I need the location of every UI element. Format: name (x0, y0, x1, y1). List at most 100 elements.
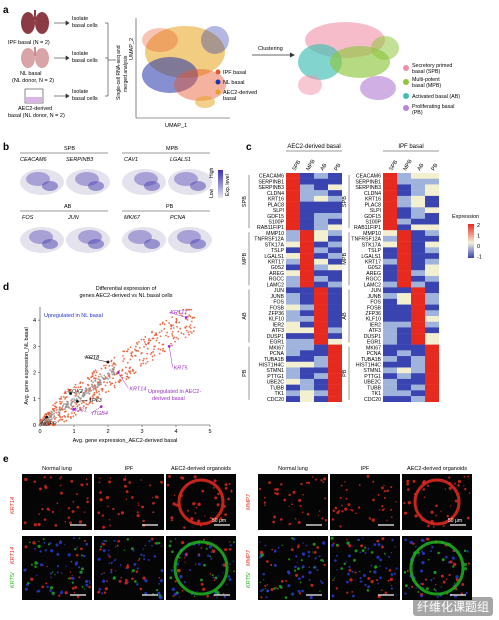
heatmap-cell (411, 327, 425, 334)
heatmap-cell (397, 173, 411, 179)
svg-text:basal (MPB): basal (MPB) (412, 83, 441, 89)
micrograph-signal (348, 568, 352, 572)
scatter-point-ns (63, 403, 65, 406)
scatter-point (150, 351, 153, 354)
heatmap-cell (314, 184, 328, 191)
micrographs: Normal lung IPF AEC2-derived organoids Norm… (10, 466, 472, 600)
micrograph-signal (429, 550, 432, 553)
micrograph-signal (148, 539, 151, 543)
micrograph-signal (173, 494, 176, 496)
scatter-point (140, 362, 143, 365)
heatmap-cell (300, 241, 314, 248)
heatmap-cell (328, 378, 342, 385)
micrograph-signal (380, 589, 383, 592)
micrograph-signal (156, 496, 159, 499)
scatter-point (64, 416, 67, 418)
heatmap-gene-label: FOS (273, 300, 284, 306)
micrograph-signal (68, 521, 72, 525)
micrograph-signal (108, 555, 111, 558)
micrograph-signal (50, 549, 54, 553)
scatter-point (189, 330, 192, 333)
micrograph-signal (60, 572, 63, 575)
micrograph-signal (266, 560, 269, 563)
micrograph-signal (200, 582, 204, 586)
scatter-point (175, 319, 178, 321)
heatmap-cell (286, 327, 300, 334)
feature-plot-hot (128, 230, 152, 244)
legend-title: Expression (452, 214, 479, 220)
heatmap-cell (300, 275, 314, 282)
scatter-point (88, 378, 91, 381)
micrograph-signal (409, 540, 413, 545)
legend-tick: 1 (477, 234, 480, 240)
micrograph-signal (319, 590, 321, 592)
micrograph-signal (341, 510, 344, 513)
scatter-point (53, 418, 56, 420)
heatmap-cell (425, 218, 439, 225)
micrograph-signal (313, 550, 317, 554)
heatmap-cell (411, 298, 425, 305)
micrograph-signal (301, 565, 305, 569)
micrograph-signal (307, 550, 311, 554)
micrograph-signal (273, 515, 277, 519)
heatmap-gene-label: STK17A (265, 242, 285, 248)
heatmap-cell (383, 270, 397, 277)
scatter-point-ns (104, 378, 107, 380)
up-nl-label: Upregulated in NL basal (44, 313, 103, 319)
micrograph-signal (160, 569, 164, 573)
gene-label: KRT5 (174, 365, 189, 371)
heatmap-cell (328, 287, 342, 294)
micrograph-signal (434, 583, 437, 586)
micrograph-signal (346, 561, 348, 563)
micrograph-signal (351, 590, 354, 593)
scatter-point (76, 405, 79, 408)
micrograph-signal (149, 484, 152, 487)
scatter-point-ns (58, 406, 61, 409)
scatter-point (87, 376, 89, 379)
heatmap-cell (314, 384, 328, 391)
scatter-point-ns (59, 408, 62, 411)
micrograph-signal (424, 578, 428, 581)
micrograph-signal (108, 518, 111, 521)
heatmap-gene-label: CDC20 (364, 397, 381, 403)
gene-leader (77, 399, 88, 402)
heatmap-cell (328, 218, 342, 225)
lung-icon-ipf (21, 10, 49, 34)
scatter-point (170, 342, 172, 345)
heatmap-cell (286, 298, 300, 305)
heatmap-cell (425, 396, 439, 402)
micrograph-signal (295, 555, 298, 558)
micrograph-signal (44, 549, 48, 552)
micrograph-signal (111, 561, 113, 564)
label-ipf-basal: IPF basal (N = 2) (8, 40, 50, 46)
gene-leader (84, 356, 109, 363)
heatmap-gene-label: CEACAM6 (259, 174, 284, 180)
micrograph-signal (346, 538, 348, 541)
scatter-point (91, 373, 94, 376)
legend-tick: -1 (477, 255, 482, 261)
heatmap-cell (425, 298, 439, 305)
micrograph-signal (43, 518, 47, 521)
micrograph-signal (78, 537, 81, 540)
micrograph-signal (103, 591, 107, 594)
heatmap-cell (328, 224, 342, 231)
micrograph-signal (324, 519, 328, 522)
isolate-label-3a: Isolate (72, 89, 88, 95)
scatter-point (187, 331, 190, 334)
heatmap-cell (397, 361, 411, 368)
lung-icon-nl (21, 47, 49, 68)
micrograph-signal (301, 575, 305, 579)
micrograph-signal (258, 487, 262, 490)
scatter-point (127, 377, 130, 379)
micrograph-signal (135, 570, 139, 573)
scatter-point (89, 396, 92, 399)
heatmap-cell (286, 350, 300, 357)
micrograph-signal (74, 585, 78, 589)
micrograph-signal (367, 576, 371, 581)
heatmap-gene-label: PLAC8 (365, 202, 382, 208)
micrograph-signal (211, 574, 214, 577)
scatter-point (123, 357, 125, 360)
micrograph-signal (83, 539, 87, 542)
scatter-point (78, 403, 81, 406)
micrograph-signal (310, 583, 314, 587)
